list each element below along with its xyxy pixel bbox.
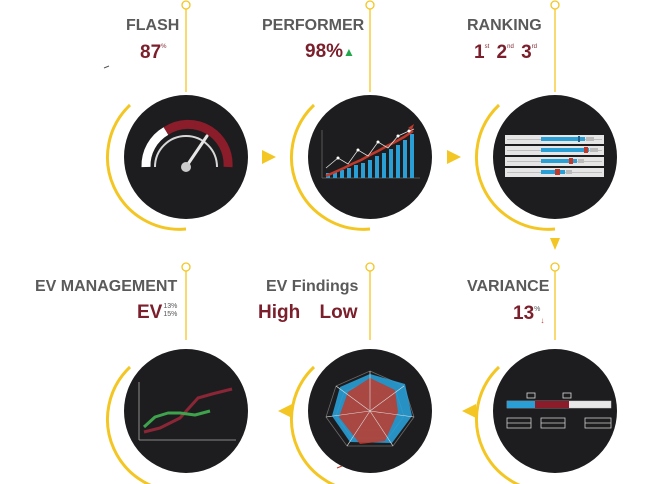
circle-variance	[493, 349, 617, 473]
ev-label: EV MANAGEMENT	[35, 278, 178, 295]
ev-value-text: EV	[137, 302, 163, 323]
ev-top: 13%	[163, 303, 178, 310]
findings-high: High	[258, 302, 301, 323]
variance-value: 13% ↓	[513, 303, 544, 325]
arc-ev	[106, 365, 152, 484]
trend-down-icon: ↓	[540, 316, 545, 325]
rank-3: 3	[521, 42, 532, 63]
findings-value: High Low	[258, 302, 358, 324]
arc-ranking	[475, 103, 556, 231]
arrow-flash-to-performer	[262, 150, 276, 164]
circle-flash	[124, 95, 248, 219]
ev-value: EV13% 15%	[137, 302, 177, 324]
arrow-ranking-to-variance	[550, 238, 560, 250]
connector-variance-dot	[550, 262, 560, 272]
rank-1-sup: st	[484, 44, 490, 50]
findings-low: Low	[319, 302, 358, 323]
ev-stack: 13% 15%	[163, 303, 177, 319]
variance-value-number: 13	[513, 303, 535, 324]
radar-chart-icon	[325, 370, 415, 469]
connector-performer-dot	[365, 0, 375, 10]
flash-value: 87%	[140, 42, 166, 64]
rank-3-sup: rd	[531, 44, 537, 50]
performer-label: PERFORMER	[262, 17, 365, 34]
arrow-findings-to-ev	[278, 404, 292, 418]
flash-label: FLASH	[126, 17, 180, 34]
gauge-icon	[141, 119, 233, 172]
flash-value-sup: %	[161, 44, 167, 50]
performer-value-number: 98%	[305, 41, 344, 62]
ranking-value: 1st 2nd 3rd	[474, 42, 537, 64]
trend-up-icon: ▲	[343, 44, 355, 59]
rank-2: 2	[496, 42, 508, 63]
rank-2-sup: nd	[507, 44, 514, 50]
connector-ranking-dot	[550, 0, 560, 10]
bar-line-chart-icon	[321, 124, 420, 179]
variance-value-sup: %	[534, 306, 541, 313]
findings-label: EV Findings	[266, 278, 359, 295]
variance-bars-icon	[506, 392, 612, 429]
variance-label: VARIANCE	[467, 278, 550, 295]
arc-flash	[106, 103, 187, 231]
rank-1: 1	[474, 42, 485, 63]
connector-ev-dot	[181, 262, 191, 272]
ev-bottom: 15%	[163, 311, 178, 318]
ev-line-chart-icon	[138, 382, 236, 441]
performer-value: 98%▲	[305, 41, 355, 63]
arrow-variance-to-findings	[462, 404, 476, 418]
connector-flash-dot	[181, 0, 191, 10]
arc-variance	[475, 365, 521, 484]
circle-performer	[308, 95, 432, 219]
arc-findings	[290, 365, 336, 484]
ranking-bars-icon	[505, 135, 604, 177]
connector-findings-dot	[365, 262, 375, 272]
ranking-label: RANKING	[467, 17, 542, 34]
arc-performer	[290, 103, 371, 231]
flash-value-number: 87	[140, 42, 162, 63]
arrow-performer-to-ranking	[447, 150, 461, 164]
